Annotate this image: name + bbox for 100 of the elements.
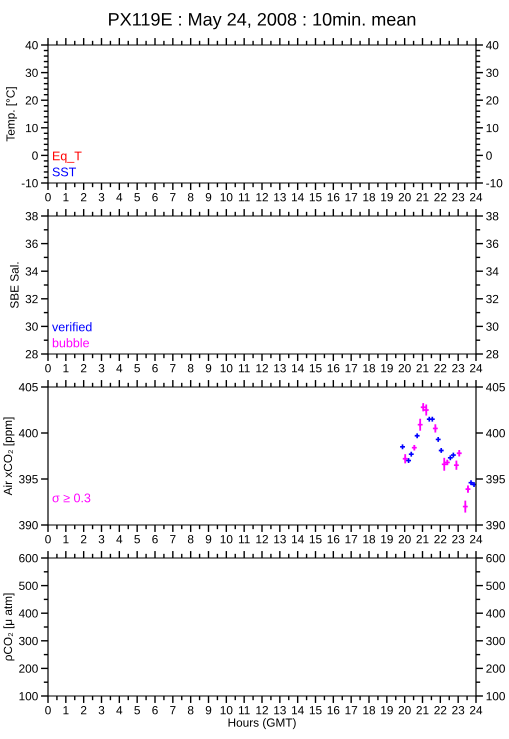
- y2-tick-label: 34: [486, 267, 499, 276]
- point: [411, 444, 418, 451]
- y-tick-label: 405: [18, 383, 38, 392]
- y2-tick-label: -10: [486, 179, 502, 188]
- x-tick-label: 19: [381, 535, 393, 544]
- y-tick-label: 28: [26, 350, 38, 358]
- x-tick-label: 7: [170, 364, 176, 372]
- x-tick-label: 17: [346, 364, 358, 372]
- x-tick-label: 11: [238, 364, 250, 372]
- x-tick-label: 9: [206, 535, 212, 544]
- y2-tick-label: 36: [486, 240, 498, 248]
- x-tick-label: 9: [206, 364, 212, 372]
- x-tick-label: 2: [80, 364, 86, 372]
- x-tick-label: 0: [45, 193, 51, 202]
- x-tick-label: 22: [434, 535, 446, 544]
- y-tick-label: 36: [26, 240, 38, 248]
- x-tick-label: 13: [274, 193, 286, 202]
- x-tick-label: 12: [256, 364, 268, 372]
- y2-tick-label: 200: [486, 664, 505, 673]
- y-tick-label: 0: [32, 151, 38, 160]
- x-tick-label: 8: [188, 364, 194, 372]
- y2-tick-label: 28: [486, 350, 498, 358]
- x-tick-label: 14: [292, 193, 304, 202]
- point: [450, 452, 457, 458]
- x-tick-label: 13: [274, 535, 286, 544]
- point: [462, 503, 469, 510]
- point: [432, 425, 439, 432]
- legend-label: bubble: [52, 338, 89, 348]
- y2-tick-label: 100: [486, 692, 505, 700]
- x-tick-label: 17: [346, 535, 358, 544]
- y2-tick-label: 30: [486, 322, 498, 331]
- x-tick-label: 11: [238, 193, 250, 202]
- x-tick-label: 22: [434, 193, 446, 202]
- x-tick-label: 16: [328, 193, 340, 202]
- x-tick-label: 19: [381, 364, 393, 372]
- legend-label: SST: [52, 168, 76, 176]
- x-tick-label: 24: [470, 706, 482, 714]
- y2-tick-label: 300: [486, 636, 505, 646]
- y-tick-label: 30: [26, 322, 38, 331]
- y2-tick-label: 405: [486, 383, 505, 392]
- point: [402, 455, 408, 462]
- x-tick-label: 10: [220, 364, 232, 372]
- y2-tick-label: 38: [486, 212, 498, 220]
- point: [434, 436, 442, 443]
- y2-tick-label: 400: [486, 429, 505, 438]
- y-axis-title: SBE Sal.: [10, 262, 19, 308]
- point: [429, 416, 436, 422]
- y-tick-label: 395: [19, 475, 38, 484]
- x-tick-label: 5: [134, 193, 140, 202]
- x-tick-label: 20: [398, 193, 411, 202]
- y-tick-label: -10: [22, 179, 38, 188]
- point: [414, 432, 420, 440]
- point: [470, 481, 476, 488]
- x-tick-label: 21: [416, 706, 428, 714]
- x-tick-label: 8: [188, 535, 194, 544]
- x-tick-label: 12: [256, 535, 268, 544]
- x-tick-label: 15: [310, 535, 322, 544]
- y-axis-title: Temp. [°C]: [6, 87, 18, 142]
- x-tick-label: 13: [274, 364, 286, 372]
- x-tick-label: 21: [416, 364, 428, 372]
- x-tick-label: 23: [452, 706, 464, 714]
- x-tick-label: 10: [220, 535, 232, 544]
- y2-tick-label: 40: [486, 41, 498, 50]
- x-tick-label: 2: [80, 193, 86, 202]
- y2-tick-label: 10: [486, 124, 498, 132]
- x-tick-label: 14: [292, 364, 304, 372]
- y2-tick-label: 400: [486, 609, 505, 618]
- x-tick-label: 24: [470, 193, 482, 202]
- x-tick-label: 18: [363, 535, 376, 544]
- y-tick-label: 38: [26, 212, 38, 220]
- x-tick-label: 17: [346, 193, 358, 202]
- x-tick-label: 16: [328, 364, 340, 372]
- point: [438, 447, 444, 454]
- y2-tick-label: 600: [486, 554, 505, 562]
- x-tick-label: 20: [398, 535, 411, 544]
- y-axis-title: Air xCO₂ [ppm]: [3, 417, 14, 496]
- x-tick-label: 5: [134, 535, 140, 544]
- x-tick-label: 6: [152, 364, 158, 372]
- point: [464, 486, 472, 492]
- x-tick-label: 19: [381, 193, 393, 202]
- x-tick-label: 3: [98, 193, 104, 202]
- chart-title: PX119E : May 24, 2008 : 10min. mean: [109, 12, 416, 30]
- x-tick-label: 16: [328, 535, 340, 544]
- x-tick-label: 2: [80, 535, 86, 544]
- y-tick-label: 400: [18, 429, 38, 438]
- x-tick-label: 7: [170, 193, 176, 202]
- x-tick-label: 20: [398, 706, 411, 714]
- x-tick-label: 18: [363, 706, 376, 714]
- x-tick-label: 22: [434, 364, 446, 372]
- x-tick-label: 15: [310, 364, 322, 372]
- point: [440, 461, 448, 468]
- x-tick-label: 17: [346, 706, 358, 714]
- y-tick-label: 600: [19, 554, 38, 562]
- x-tick-label: 24: [470, 535, 482, 544]
- x-tick-label: 6: [152, 535, 158, 544]
- x-tick-label: 14: [292, 535, 304, 544]
- x-tick-label: 18: [363, 193, 376, 202]
- x-tick-label: 16: [328, 706, 340, 714]
- x-tick-label: 11: [238, 535, 250, 544]
- y2-tick-label: 30: [486, 68, 498, 77]
